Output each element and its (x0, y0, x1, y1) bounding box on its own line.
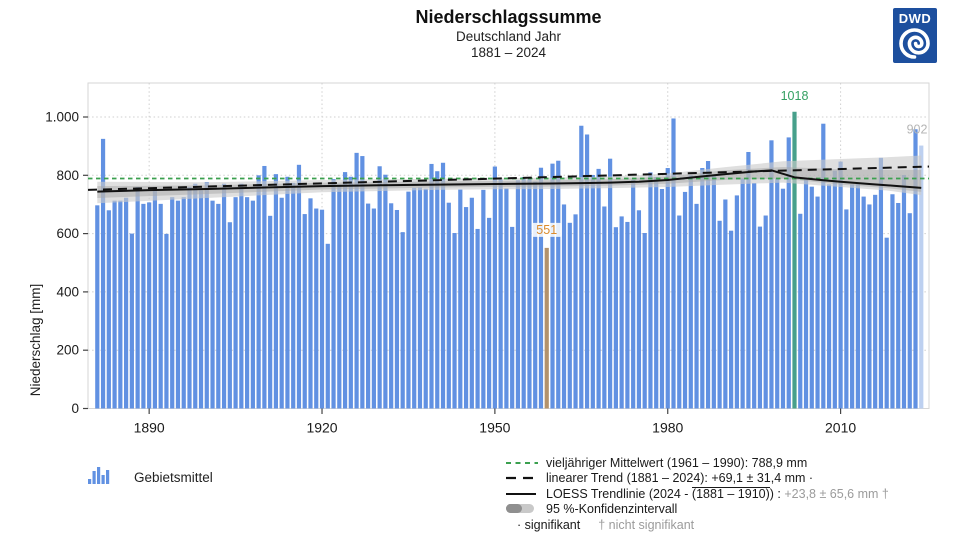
svg-text:2010: 2010 (825, 420, 856, 436)
legend-not-significant-label: † nicht signifikant (598, 517, 695, 532)
svg-text:1890: 1890 (134, 420, 165, 436)
solid-line-icon (505, 487, 546, 501)
legend-row-linear-trend: linearer Trend (1881 – 2024): +69,1 ± 31… (505, 471, 889, 487)
svg-text:400: 400 (56, 284, 79, 299)
green-dashed-line-icon (505, 456, 546, 470)
dwd-logo-text: DWD (898, 11, 932, 26)
svg-text:200: 200 (56, 343, 79, 358)
dwd-logo: DWD (893, 8, 937, 63)
chart-title: Niederschlagssumme (415, 7, 602, 27)
svg-text:1018: 1018 (781, 89, 809, 103)
svg-text:1980: 1980 (652, 420, 683, 436)
black-dashed-line-icon (505, 471, 546, 485)
svg-text:551: 551 (536, 223, 557, 237)
y-axis-title: Niederschlag [mm] (28, 283, 43, 397)
svg-text:0: 0 (71, 401, 79, 416)
legend-mean-label: vieljähriger Mittelwert (1961 – 1990): 7… (546, 455, 808, 470)
dwd-spiral-icon (899, 28, 930, 59)
svg-text:600: 600 (56, 226, 79, 241)
svg-text:902: 902 (907, 123, 928, 137)
svg-text:1950: 1950 (479, 420, 510, 436)
legend-gebietsmittel: Gebietsmittel (88, 462, 213, 485)
legend-row-loess: LOESS Trendlinie (2024 - (1881 – 1910)) … (505, 486, 889, 502)
legend-row-mean: vieljähriger Mittelwert (1961 – 1990): 7… (505, 455, 889, 471)
chart-title-block: Niederschlagssumme Deutschland Jahr 1881… (88, 6, 929, 62)
confidence-band-icon (505, 502, 546, 517)
svg-text:1.000: 1.000 (45, 110, 79, 125)
legend-row-significance: · signifikant † nicht signifikant (517, 517, 889, 533)
legend-trends: vieljähriger Mittelwert (1961 – 1990): 7… (505, 455, 889, 533)
legend-trend-label: linearer Trend (1881 – 2024): +69,1 ± 31… (546, 471, 814, 486)
legend-gebietsmittel-label: Gebietsmittel (134, 470, 213, 485)
chart-subtitle-region: Deutschland Jahr (455, 28, 562, 44)
svg-text:1920: 1920 (306, 420, 337, 436)
legend-significant-label: · signifikant (517, 517, 581, 532)
bars-icon (88, 466, 110, 484)
legend-loess-label: LOESS Trendlinie (2024 - (1881 – 1910)) … (546, 486, 889, 501)
legend-row-confidence: 95 %-Konfidenzintervall (505, 502, 889, 518)
legend-confidence-label: 95 %-Konfidenzintervall (546, 502, 678, 517)
chart-subtitle-period: 1881 – 2024 (470, 45, 547, 61)
svg-text:800: 800 (56, 168, 79, 183)
